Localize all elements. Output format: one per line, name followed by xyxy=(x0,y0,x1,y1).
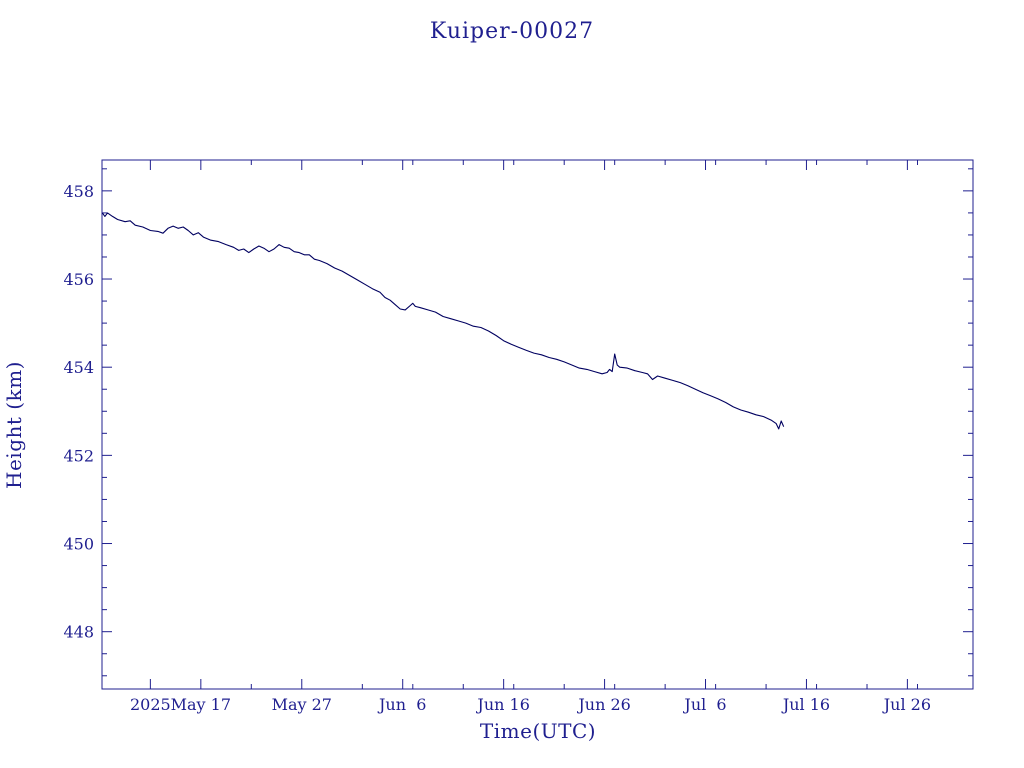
height-series-line xyxy=(101,212,785,430)
x-tick-label: 2025 xyxy=(130,695,171,714)
x-tick-label: May 27 xyxy=(272,695,332,714)
chart-title: Kuiper-00027 xyxy=(430,19,594,44)
plot-frame xyxy=(101,159,974,690)
x-axis: 2025 May 17 May 27 Jun 6 Jun 16 Jun 26 Jul 6 Ju… xyxy=(130,160,931,714)
y-tick-label: 448 xyxy=(63,623,94,642)
y-tick-label: 456 xyxy=(63,270,94,289)
y-tick-label: 454 xyxy=(63,358,94,377)
y-tick-label: 452 xyxy=(63,446,94,465)
x-tick-label: Jun 26 xyxy=(576,695,630,714)
y-tick-label: 458 xyxy=(63,182,94,201)
minor-ticks xyxy=(102,160,973,689)
x-tick-label: Jul 26 xyxy=(882,695,931,714)
y-axis: 448 450 452 454 456 458 xyxy=(63,182,973,642)
series-layer xyxy=(101,212,785,430)
x-tick-label: May 17 xyxy=(171,695,231,714)
x-axis-title: Time(UTC) xyxy=(480,719,596,743)
x-tick-label: Jul 16 xyxy=(781,695,830,714)
y-tick-label: 450 xyxy=(63,535,94,554)
x-tick-label: Jun 6 xyxy=(377,695,426,714)
x-tick-label: Jun 16 xyxy=(475,695,529,714)
y-axis-title: Height (km) xyxy=(2,361,26,489)
x-tick-label: Jul 6 xyxy=(682,695,726,714)
